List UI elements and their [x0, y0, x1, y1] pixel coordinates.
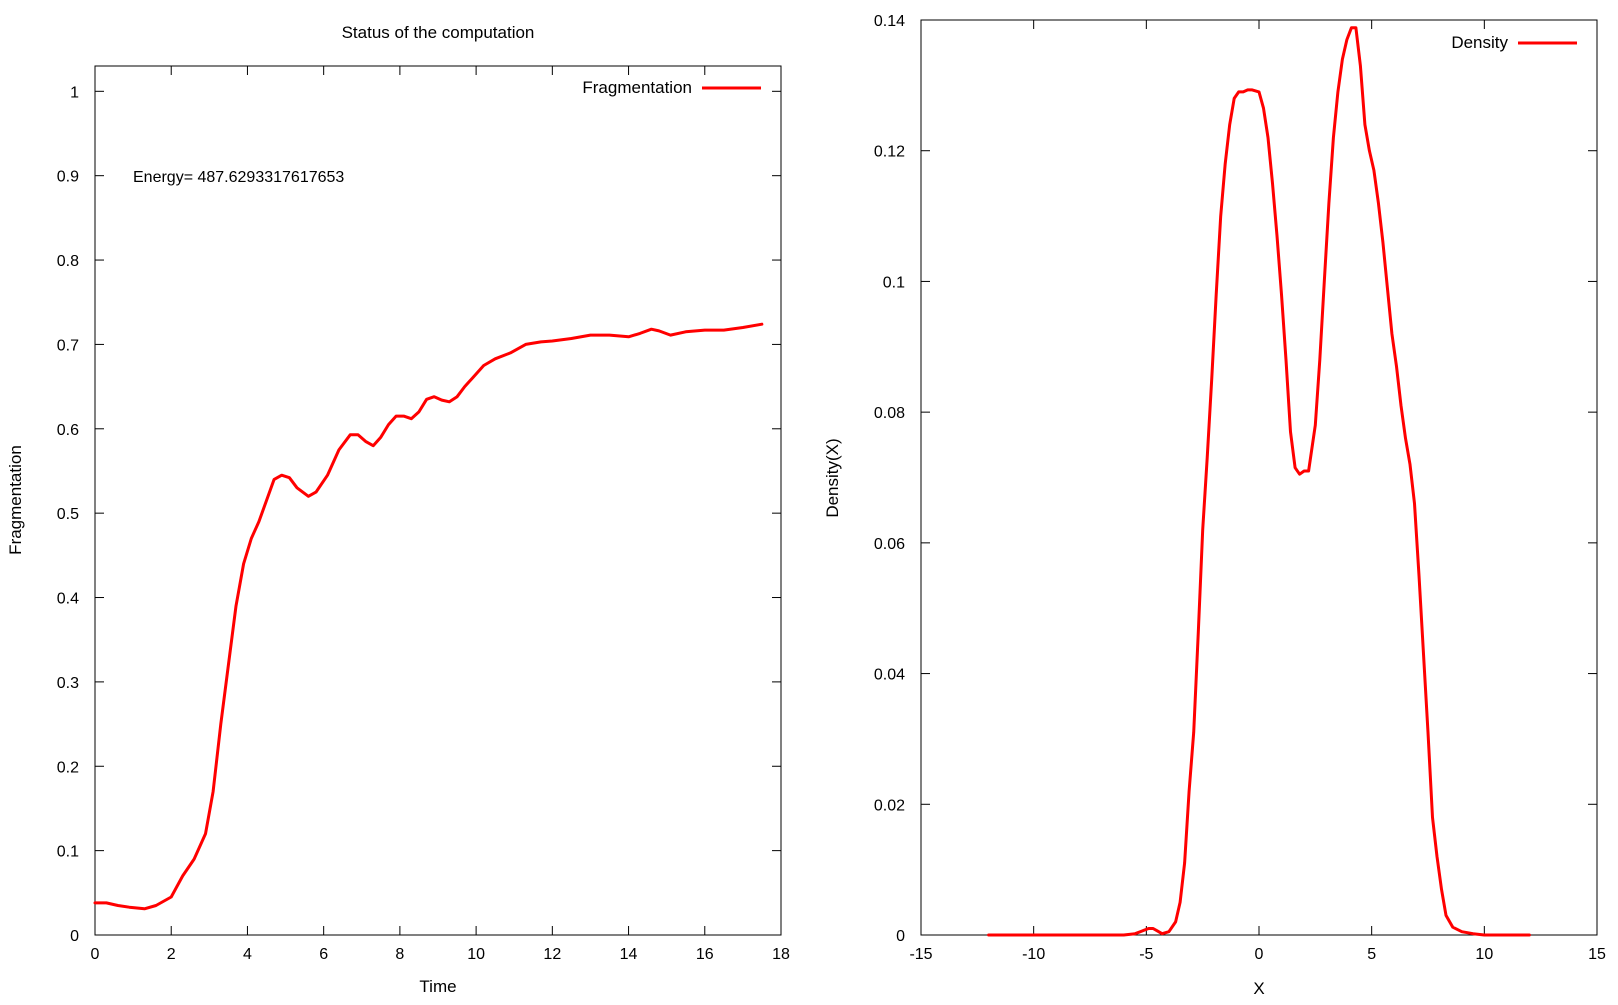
axis-ticks-left: 0 2 4 6 8 10 12 14 16 18 0 0.1 0.2 0.3 0.4 0.5 0.6 0.7 0.8…	[57, 66, 790, 963]
x-tick-label: -5	[1139, 946, 1153, 963]
x-tick-label: -10	[1022, 946, 1045, 963]
density-chart: X Density(X) Density -15 -10 -5 0 5 10 15 0 0.02…	[823, 13, 1606, 998]
y-tick-label: 1	[70, 84, 79, 101]
y-tick-label: 0.4	[57, 591, 79, 608]
plot-frame-right	[920, 19, 1598, 936]
x-tick-label: 0	[91, 946, 100, 963]
x-tick-label: 14	[620, 946, 638, 963]
series-layer-right	[987, 26, 1531, 937]
x-tick-label: 0	[1255, 946, 1264, 963]
y-tick-label: 0.1	[57, 844, 79, 861]
series-line-fragmentation	[93, 322, 764, 911]
x-tick-label: 10	[467, 946, 485, 963]
y-tick-label: 0.7	[57, 337, 79, 354]
x-tick-label: 5	[1367, 946, 1376, 963]
x-tick-label: -15	[909, 946, 932, 963]
y-tick-label: 0.5	[57, 506, 79, 523]
y-tick-label: 0.02	[874, 797, 905, 814]
y-tick-label: 0.8	[57, 253, 79, 270]
y-tick-label: 0.3	[57, 675, 79, 692]
y-tick-label: 0.6	[57, 422, 79, 439]
x-axis-title: X	[1253, 979, 1264, 998]
legend-label: Density	[1451, 33, 1508, 52]
y-tick-label: 0.12	[874, 144, 905, 161]
legend-label: Fragmentation	[582, 78, 692, 97]
x-tick-label: 6	[319, 946, 328, 963]
x-tick-label: 4	[243, 946, 252, 963]
y-tick-label: 0.06	[874, 536, 905, 553]
x-tick-label: 15	[1588, 946, 1606, 963]
y-tick-label: 0.1	[883, 274, 905, 291]
y-tick-label: 0	[70, 928, 79, 945]
chart-title: Status of the computation	[342, 23, 535, 42]
y-tick-label: 0.08	[874, 405, 905, 422]
fragmentation-chart: Status of the computation Time Fragmenta…	[6, 23, 790, 996]
y-tick-label: 0	[896, 928, 905, 945]
x-tick-label: 12	[543, 946, 561, 963]
x-tick-label: 18	[772, 946, 790, 963]
y-tick-label: 0.9	[57, 169, 79, 186]
plot-frame-left	[94, 65, 782, 936]
series-layer-left	[93, 322, 764, 911]
y-tick-label: 0.04	[874, 667, 905, 684]
energy-annotation: Energy= 487.6293317617653	[133, 169, 344, 186]
x-tick-label: 10	[1475, 946, 1493, 963]
series-line-density	[987, 26, 1531, 937]
y-axis-title: Density(X)	[823, 438, 842, 517]
y-axis-title: Fragmentation	[6, 445, 25, 555]
y-tick-label: 0.2	[57, 759, 79, 776]
x-tick-label: 8	[395, 946, 404, 963]
x-axis-title: Time	[419, 977, 456, 996]
axis-ticks-right: -15 -10 -5 0 5 10 15 0 0.02 0.04 0.06 0.08 0.1 0.12 0.…	[874, 13, 1606, 963]
x-tick-label: 2	[167, 946, 176, 963]
y-tick-label: 0.14	[874, 13, 905, 30]
x-tick-label: 16	[696, 946, 714, 963]
